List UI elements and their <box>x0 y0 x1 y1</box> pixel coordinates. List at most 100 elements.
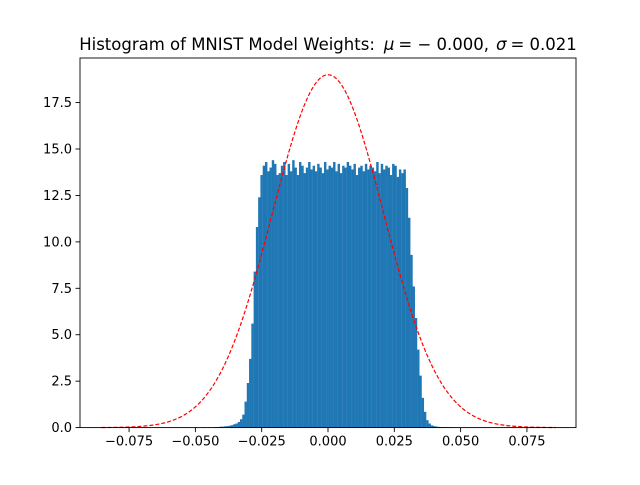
histogram-bar <box>299 162 301 428</box>
histogram-bar <box>256 227 258 428</box>
histogram-bar <box>333 162 335 428</box>
histogram-bar <box>254 272 256 428</box>
histogram-bar <box>285 175 287 428</box>
histogram-bar <box>417 350 419 428</box>
histogram-bar <box>317 164 319 428</box>
histogram-bar <box>258 197 260 427</box>
histogram-bar <box>326 169 328 427</box>
histogram-bar <box>356 175 358 428</box>
histogram-bar <box>279 173 281 427</box>
histogram-bar <box>372 168 374 428</box>
histogram-bar <box>329 166 331 428</box>
histogram-bar <box>403 169 405 427</box>
y-tick-label: 5.0 <box>51 328 72 343</box>
histogram-bar <box>313 166 315 428</box>
histogram-bar <box>354 164 356 428</box>
histogram-bar <box>340 173 342 427</box>
histogram-bar <box>428 424 430 428</box>
histogram-bar <box>249 359 251 428</box>
histogram-bar <box>399 169 401 427</box>
histogram-bar <box>281 166 283 428</box>
y-tick-label: 0.0 <box>51 421 72 436</box>
histogram-bar <box>394 166 396 428</box>
title-mu-value: = − 0.000, <box>398 35 489 54</box>
histogram-bar <box>424 412 426 428</box>
x-tick-label: −0.050 <box>171 435 219 450</box>
histogram-bar <box>415 318 417 428</box>
histogram-bar <box>401 173 403 427</box>
histogram-bar <box>242 415 244 428</box>
histogram-bar <box>304 173 306 427</box>
histogram-bar <box>397 177 399 428</box>
x-tick-label: −0.075 <box>105 435 153 450</box>
histogram-bar <box>245 402 247 428</box>
title-colon: : <box>369 35 375 54</box>
histogram-bar <box>322 173 324 427</box>
x-tick-label: 0.075 <box>508 435 545 450</box>
histogram-bar <box>360 166 362 428</box>
y-tick-label: 12.5 <box>43 189 72 204</box>
histogram-bar <box>272 160 274 427</box>
histogram-bar <box>263 166 265 428</box>
histogram-bar <box>335 171 337 427</box>
y-tick-label: 15.0 <box>43 143 72 158</box>
histogram-bar <box>367 169 369 427</box>
histogram-bar <box>378 173 380 427</box>
histogram-bar <box>331 168 333 428</box>
histogram-bar <box>270 168 272 428</box>
histogram-bar <box>306 168 308 428</box>
histogram-bar <box>408 218 410 428</box>
histogram-bar <box>297 175 299 428</box>
histogram-bar <box>406 188 408 428</box>
histogram-bar <box>363 171 365 427</box>
x-tick-label: 0.050 <box>442 435 479 450</box>
histogram-bar <box>338 164 340 428</box>
histogram-bar <box>347 162 349 428</box>
histogram-bar <box>324 162 326 428</box>
title-prefix: Histogram of MNIST Model Weights <box>79 35 369 54</box>
histogram-bar <box>349 166 351 428</box>
histogram-bar <box>310 169 312 427</box>
histogram-bar <box>369 166 371 428</box>
histogram-bar <box>413 286 415 427</box>
histogram-bar <box>410 255 412 428</box>
histogram-bar <box>294 168 296 428</box>
histogram-bar <box>419 376 421 428</box>
histogram-bar <box>276 175 278 428</box>
histogram-bar <box>422 398 424 428</box>
histogram-bar <box>315 171 317 427</box>
title-sigma-symbol: σ <box>496 35 507 54</box>
histogram-bar <box>390 175 392 428</box>
histogram-bar <box>238 422 240 428</box>
histogram-bar <box>288 164 290 428</box>
x-tick-label: 0.000 <box>309 435 346 450</box>
histogram-bar <box>365 164 367 428</box>
histogram-bar <box>247 383 249 428</box>
histogram-bar <box>235 424 237 428</box>
histogram-bar <box>260 175 262 428</box>
y-tick-label: 17.5 <box>43 96 72 111</box>
histogram-bar <box>292 160 294 427</box>
y-tick-label: 7.5 <box>51 282 72 297</box>
histogram-bar <box>385 166 387 428</box>
histogram-bar <box>233 424 235 427</box>
title-mu-symbol: μ <box>383 35 395 54</box>
histogram-bar <box>426 420 428 427</box>
histogram-bar <box>342 166 344 428</box>
histogram-bar <box>392 164 394 428</box>
x-tick-label: 0.025 <box>376 435 413 450</box>
histogram-bar <box>358 168 360 428</box>
y-tick-label: 10.0 <box>43 235 72 250</box>
histogram-bar <box>388 168 390 428</box>
chart-title: Histogram of MNIST Model Weights: μ= − 0.… <box>79 35 577 54</box>
histogram-bar <box>290 171 292 427</box>
y-tick-label: 2.5 <box>51 375 72 390</box>
title-sigma-value: = 0.021 <box>510 35 576 54</box>
histogram-bar <box>267 171 269 427</box>
histogram-bar <box>381 164 383 428</box>
histogram-bar <box>376 162 378 428</box>
histogram-bar <box>265 162 267 428</box>
histogram-bar <box>308 162 310 428</box>
